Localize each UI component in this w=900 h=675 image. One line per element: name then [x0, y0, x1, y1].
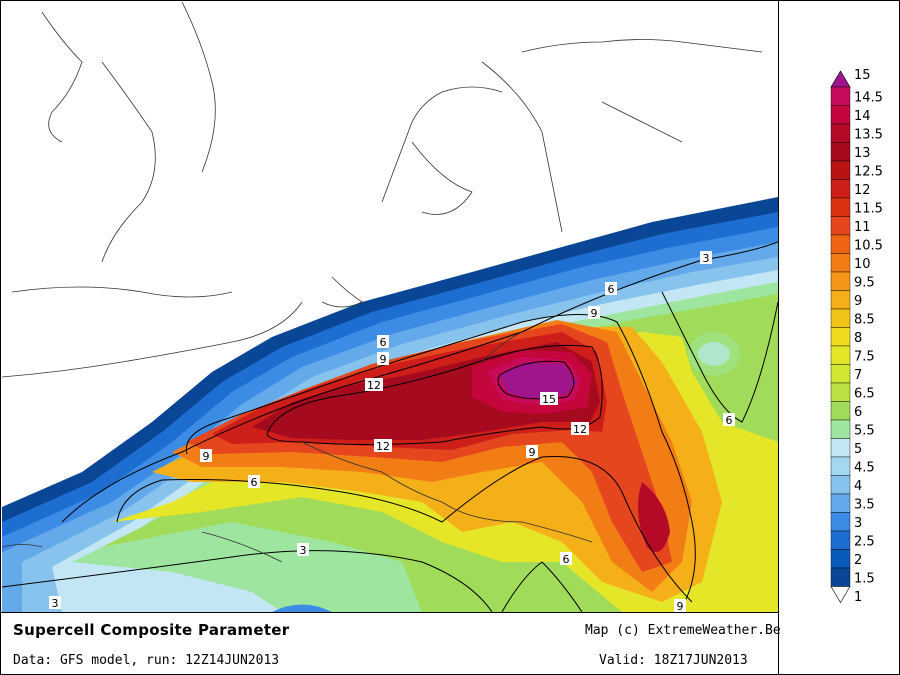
contour-label: 3 — [52, 597, 59, 610]
contour-label: 9 — [529, 446, 536, 459]
legend-label: 5 — [854, 442, 862, 457]
legend-swatch — [830, 327, 851, 347]
legend-label: 2.5 — [854, 535, 875, 550]
legend-divider — [778, 1, 779, 675]
legend-swatch — [830, 160, 851, 180]
legend-swatch — [830, 179, 851, 199]
legend-swatch — [830, 456, 851, 476]
contour-label: 3 — [300, 544, 307, 557]
color-legend: 15 14.5 14 13.5 13 12.5 12 11.5 11 10.5 10 9.5 9 8.5 8… — [781, 61, 899, 621]
legend-swatch — [830, 234, 851, 254]
legend-label: 8 — [854, 331, 862, 346]
contour-label: 9 — [591, 307, 598, 320]
legend-label: 7 — [854, 368, 862, 383]
legend-swatch — [830, 401, 851, 421]
map-credit: Map (c) ExtremeWeather.Be — [585, 623, 781, 638]
legend-swatch — [830, 493, 851, 513]
contour-label: 9 — [380, 353, 387, 366]
contour-label: 9 — [203, 450, 210, 463]
legend-label: 1 — [854, 590, 862, 605]
map-title: Supercell Composite Parameter — [13, 621, 290, 639]
shade-12-e — [638, 482, 670, 552]
legend-swatch — [830, 216, 851, 236]
contour-label: 6 — [726, 414, 733, 427]
coastlines — [2, 2, 763, 563]
legend-label: 1.5 — [854, 572, 875, 587]
legend-swatch — [830, 475, 851, 495]
legend-swatch — [830, 86, 851, 106]
legend-swatch-bottom — [830, 586, 851, 604]
legend-swatch — [830, 345, 851, 365]
legend-label: 13.5 — [854, 128, 883, 143]
legend-label: 12 — [854, 183, 871, 198]
legend-label: 10 — [854, 257, 871, 272]
legend-label: 12.5 — [854, 165, 883, 180]
contour-label: 6 — [380, 336, 387, 349]
legend-swatch — [830, 549, 851, 569]
footer-divider — [1, 612, 779, 613]
contour-label: 6 — [563, 553, 570, 566]
legend-label: 3 — [854, 516, 862, 531]
legend-label: 13 — [854, 146, 871, 161]
legend-swatch — [830, 308, 851, 328]
legend-swatch-top — [830, 70, 851, 88]
contour-labels: 3 6 6 9 9 9 12 12 12 15 6 6 9 6 3 3 9 — [49, 251, 735, 612]
legend-label: 6 — [854, 405, 862, 420]
legend-swatch — [830, 271, 851, 291]
legend-label: 14 — [854, 109, 871, 124]
map-canvas: 3 6 6 9 9 9 12 12 12 15 6 6 9 6 3 3 9 — [2, 2, 778, 612]
legend-label: 7.5 — [854, 350, 875, 365]
legend-label: 2 — [854, 553, 862, 568]
legend-label: 4.5 — [854, 461, 875, 476]
shade-pocket-east2 — [688, 332, 740, 376]
contour-label: 9 — [677, 600, 684, 612]
contour-label: 12 — [573, 423, 587, 436]
contour-label: 15 — [542, 393, 556, 406]
model-run-info: Data: GFS model, run: 12Z14JUN2013 — [13, 653, 280, 668]
legend-label: 6.5 — [854, 387, 875, 402]
shade-15 — [500, 362, 577, 399]
legend-swatch — [830, 290, 851, 310]
legend-canvas: 1514.51413.51312.51211.51110.5109.598.58… — [830, 68, 883, 605]
contour-label: 12 — [376, 440, 390, 453]
legend-label: 11 — [854, 220, 871, 235]
legend-label: 14.5 — [854, 91, 883, 106]
valid-time: Valid: 18Z17JUN2013 — [599, 653, 748, 668]
legend-swatch — [830, 197, 851, 217]
legend-label: 4 — [854, 479, 862, 494]
scp-map: 3 6 6 9 9 9 12 12 12 15 6 6 9 6 3 3 9 — [2, 2, 778, 612]
legend-label: 9.5 — [854, 276, 875, 291]
legend-swatch — [830, 253, 851, 273]
legend-label: 3.5 — [854, 498, 875, 513]
legend-swatch — [830, 123, 851, 143]
contour-label: 12 — [367, 379, 381, 392]
legend-label: 10.5 — [854, 239, 883, 254]
shade-pocket-south — [272, 604, 332, 612]
contour-label: 6 — [251, 476, 258, 489]
legend-swatch — [830, 105, 851, 125]
legend-swatch — [830, 530, 851, 550]
legend-label: 8.5 — [854, 313, 875, 328]
legend-swatch — [830, 512, 851, 532]
legend-swatch — [830, 438, 851, 458]
legend-swatch — [830, 382, 851, 402]
legend-swatch — [830, 567, 851, 587]
contour-label: 6 — [608, 283, 615, 296]
legend-swatch — [830, 142, 851, 162]
legend-label: 9 — [854, 294, 862, 309]
legend-swatch — [830, 364, 851, 384]
legend-label: 15 — [854, 68, 871, 83]
contour-label: 3 — [703, 252, 710, 265]
legend-label: 11.5 — [854, 202, 883, 217]
legend-swatch — [830, 419, 851, 439]
contours — [2, 241, 778, 612]
legend-label: 5.5 — [854, 424, 875, 439]
